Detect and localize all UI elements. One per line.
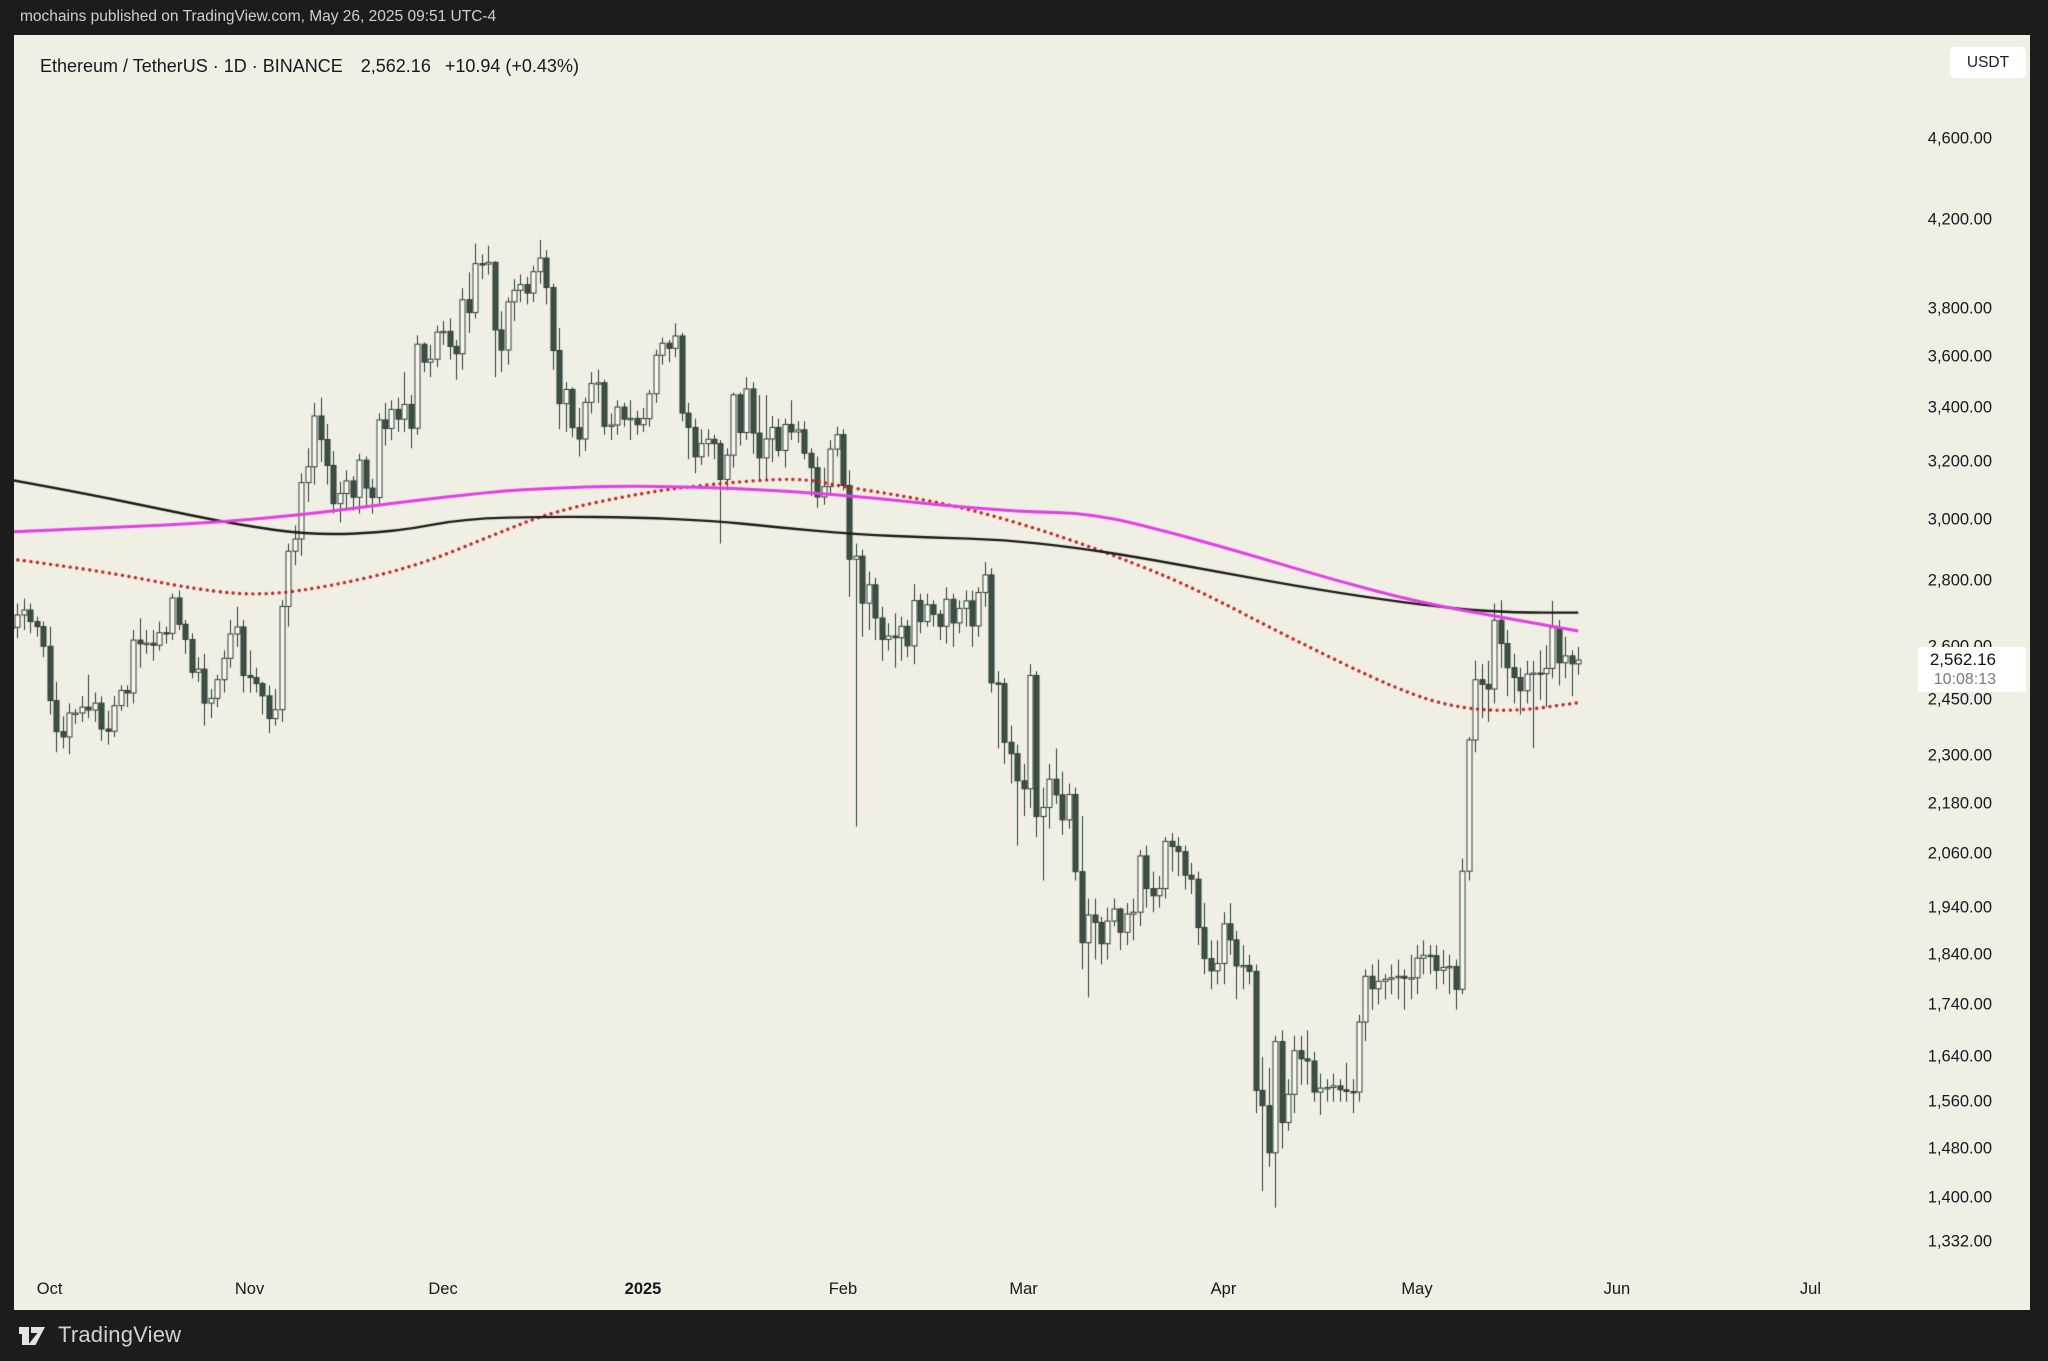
symbol-title: Ethereum / TetherUS · 1D · BINANCE	[40, 56, 343, 76]
price-tick-label: 1,400.00	[1927, 1188, 1992, 1207]
price-tick-label: 3,400.00	[1927, 398, 1992, 417]
time-tick-label: Mar	[1009, 1280, 1038, 1298]
time-tick-label: Feb	[828, 1280, 858, 1298]
currency-toggle-button[interactable]: USDT	[1950, 47, 2026, 78]
last-price-label: 2,562.16 10:08:13	[1917, 646, 2026, 692]
time-tick-label: 2025	[624, 1280, 662, 1298]
published-banner-bar: mochains published on TradingView.com, M…	[0, 0, 2048, 35]
candlestick-chart[interactable]	[14, 35, 1940, 1287]
bar-countdown: 10:08:13	[1933, 670, 1996, 688]
price-tick-label: 2,450.00	[1927, 690, 1992, 709]
time-tick-label: Nov	[234, 1280, 265, 1298]
price-tick-label: 3,200.00	[1927, 452, 1992, 471]
chart-panel: Ethereum / TetherUS · 1D · BINANCE 2,562.…	[14, 35, 2030, 1310]
price-tick-label: 1,940.00	[1927, 898, 1992, 917]
price-axis[interactable]: 4,600.00 4,200.00 3,800.00 3,600.00 3,400.00…	[14, 35, 2030, 1283]
price-tick-label: 1,332.00	[1927, 1232, 1992, 1251]
time-tick-label: Dec	[428, 1280, 458, 1298]
symbol-change: +10.94 (+0.43%)	[444, 56, 579, 76]
time-axis[interactable]: Oct Nov Dec 2025 Feb Mar Apr May Jun Jul	[14, 1273, 2030, 1307]
time-tick-label: Jun	[1603, 1280, 1631, 1298]
price-tick-label: 1,640.00	[1927, 1047, 1992, 1066]
time-tick-label: Jul	[1799, 1280, 1821, 1298]
price-tick-label: 3,600.00	[1927, 347, 1992, 366]
price-tick-label: 1,840.00	[1927, 945, 1992, 964]
footer-bar: TradingView	[0, 1310, 2048, 1361]
time-tick-label: Oct	[36, 1280, 63, 1298]
price-tick-label: 4,600.00	[1927, 129, 1992, 148]
published-banner-text: mochains published on TradingView.com, M…	[20, 8, 497, 25]
price-tick-label: 2,300.00	[1927, 746, 1992, 765]
price-tick-label: 1,480.00	[1927, 1139, 1992, 1158]
time-tick-label: Apr	[1210, 1280, 1237, 1298]
price-tick-label: 1,560.00	[1927, 1092, 1992, 1111]
price-tick-label: 2,060.00	[1927, 844, 1992, 863]
price-tick-label: 2,180.00	[1927, 794, 1992, 813]
tradingview-logo-icon[interactable]	[18, 1323, 50, 1349]
price-tick-label: 2,800.00	[1927, 571, 1992, 590]
tradingview-wordmark[interactable]: TradingView	[58, 1322, 182, 1347]
price-tick-label: 3,800.00	[1927, 299, 1992, 318]
price-tick-label: 4,200.00	[1927, 210, 1992, 229]
price-tick-label: 3,000.00	[1927, 510, 1992, 529]
chart-legend: Ethereum / TetherUS · 1D · BINANCE 2,562.…	[40, 56, 579, 77]
time-tick-label: May	[1401, 1280, 1433, 1298]
symbol-last-price: 2,562.16	[360, 56, 431, 76]
price-tick-label: 1,740.00	[1927, 995, 1992, 1013]
last-price-value: 2,562.16	[1929, 649, 1996, 669]
